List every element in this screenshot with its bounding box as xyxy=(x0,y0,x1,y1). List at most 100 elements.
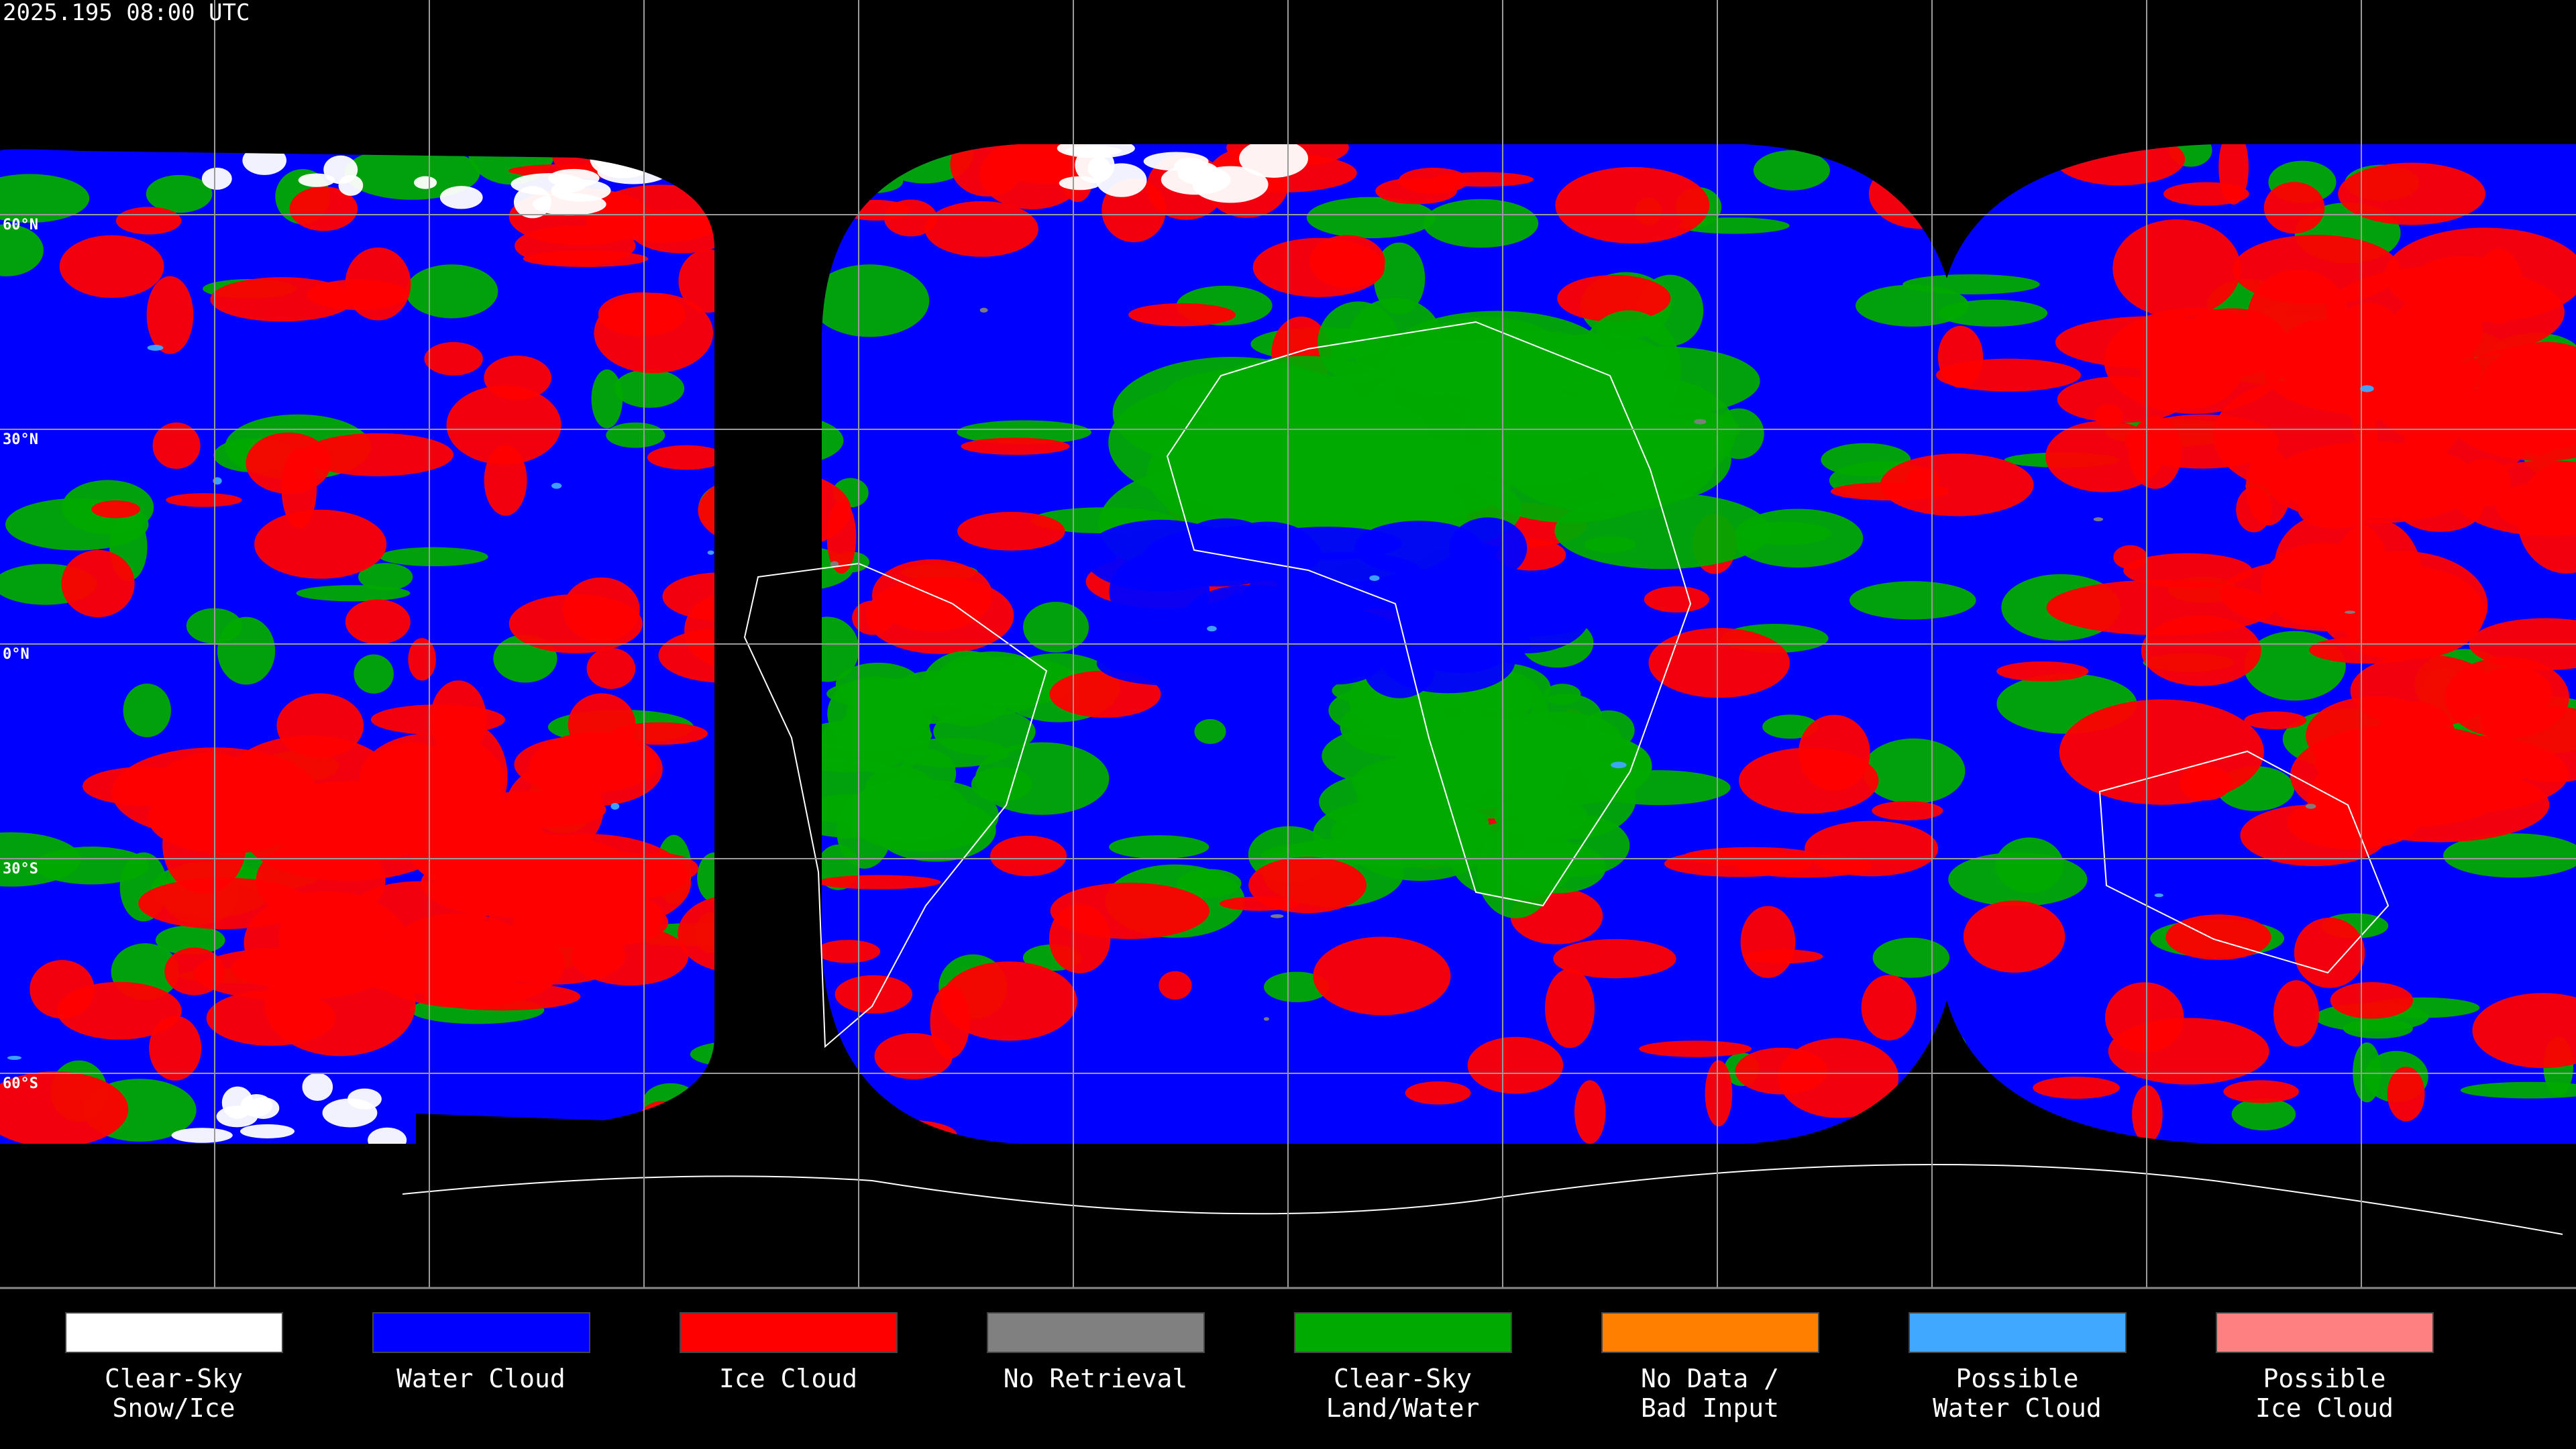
cloud-patch xyxy=(1694,419,1707,425)
cloud-patch xyxy=(298,173,335,187)
cloud-patch xyxy=(1648,628,1790,698)
cloud-patch xyxy=(171,1128,233,1143)
cloud-patch xyxy=(971,767,1032,802)
legend-swatch xyxy=(1294,1312,1512,1353)
cloud-patch xyxy=(1248,857,1367,914)
legend-label: Land/Water xyxy=(1326,1393,1480,1423)
cloud-patch xyxy=(296,585,411,602)
cloud-patch xyxy=(594,292,714,374)
legend-label: Ice Cloud xyxy=(2255,1393,2394,1423)
cloud-patch xyxy=(1313,936,1451,1016)
cloud-patch xyxy=(1128,303,1236,327)
cloud-patch xyxy=(508,594,643,653)
cloud-patch xyxy=(201,167,232,190)
cloud-patch xyxy=(1610,761,1627,769)
cloud-patch xyxy=(2371,336,2470,439)
legend-label: Ice Cloud xyxy=(719,1364,857,1393)
cloud-patch xyxy=(1087,156,1111,179)
cloud-patch xyxy=(345,599,411,645)
cloud-patch xyxy=(606,422,665,448)
cloud-patch xyxy=(247,1097,280,1119)
cloud-patch xyxy=(1545,968,1595,1049)
cloud-patch xyxy=(1252,237,1385,297)
cloud-patch xyxy=(1574,1080,1606,1144)
cloud-patch xyxy=(551,482,562,489)
graticule: 60°N 30°N 0°N 30°S 60°S xyxy=(0,0,2576,1288)
cloud-patch xyxy=(817,875,941,890)
cloud-patch xyxy=(2330,519,2423,638)
cloud-patch xyxy=(2231,1097,2296,1131)
legend-label: Snow/Ice xyxy=(112,1393,235,1423)
cloud-patch xyxy=(379,547,488,567)
cloud-patch xyxy=(1057,144,1135,158)
cloud-patch xyxy=(2033,1077,2121,1099)
cloud-patch xyxy=(979,307,988,313)
cloud-patch xyxy=(152,422,201,469)
cloud-patch xyxy=(874,798,996,862)
coastline xyxy=(2098,750,2390,974)
cloud-patch xyxy=(2338,162,2485,225)
cloud-patch xyxy=(610,802,620,810)
cloud-patch xyxy=(2247,269,2349,366)
cloud-patch xyxy=(1862,738,1966,804)
cloud-patch xyxy=(839,696,931,774)
cloud-patch xyxy=(1109,835,1210,859)
cloud-patch xyxy=(1263,971,1330,1002)
coastline xyxy=(743,562,1048,1049)
legend-label: Bad Input xyxy=(1641,1393,1779,1423)
cloud-patch xyxy=(990,835,1067,877)
cloud-patch xyxy=(146,276,194,354)
cloud-patch xyxy=(1423,199,1539,248)
cloud-patch xyxy=(1405,1081,1471,1105)
cloud-patch xyxy=(1270,914,1284,918)
cloud-patch xyxy=(2348,760,2480,816)
cloud-patch xyxy=(2154,893,2163,898)
cloud-patch xyxy=(483,926,626,985)
cloud-patch xyxy=(835,662,921,706)
cloud-patch xyxy=(1239,144,1308,178)
cloud-patch xyxy=(2353,1042,2381,1103)
legend-label: Possible xyxy=(2263,1364,2385,1393)
cloud-patch xyxy=(2093,517,2104,522)
cloud-patch xyxy=(2294,917,2365,988)
cloud-patch xyxy=(1554,492,1771,570)
cloud-patch xyxy=(2345,610,2356,614)
cloud-patch xyxy=(1023,602,1089,653)
cloud-patch xyxy=(1387,311,1607,398)
cloud-patch xyxy=(957,511,1065,551)
cloud-patch xyxy=(123,683,171,737)
cloud-patch xyxy=(2123,553,2253,588)
cloud-patch xyxy=(405,264,498,319)
cloud-patch xyxy=(1159,971,1192,1000)
cloud-patch xyxy=(358,563,413,591)
legend-label: Clear-Sky xyxy=(1334,1364,1472,1393)
cloud-patch xyxy=(941,961,1077,1041)
cloud-patch xyxy=(924,201,1038,257)
cloud-patch xyxy=(1963,900,2065,973)
cloud-patch xyxy=(1902,274,2040,294)
cloud-patch xyxy=(91,500,140,519)
cloud-patch xyxy=(356,954,482,994)
cloud-patch xyxy=(7,1055,22,1060)
cloud-patch xyxy=(1369,575,1380,582)
cloud-patch xyxy=(0,832,81,887)
cloud-patch xyxy=(1306,197,1436,239)
cloud-patch xyxy=(2046,580,2275,635)
cloud-patch xyxy=(216,1106,258,1128)
cloud-patch xyxy=(835,975,912,1014)
cloud-patch xyxy=(368,1127,407,1144)
cloud-patch xyxy=(424,341,483,376)
cloud-patch xyxy=(1096,641,1242,686)
cloud-patch xyxy=(146,174,213,213)
cloud-patch xyxy=(1557,274,1671,322)
cloud-patch xyxy=(586,647,636,689)
cloud-patch xyxy=(0,1071,129,1144)
cloud-patch xyxy=(1411,819,1481,867)
cloud-patch xyxy=(1743,949,1823,964)
cloud-patch xyxy=(1936,358,2081,392)
cloud-patch xyxy=(59,235,164,299)
latitude-label: 60°S xyxy=(3,1075,38,1092)
cloud-patch xyxy=(1432,172,1534,187)
legend-label: Possible xyxy=(1955,1364,2078,1393)
timestamp: 2025.195 08:00 UTC xyxy=(3,0,250,26)
